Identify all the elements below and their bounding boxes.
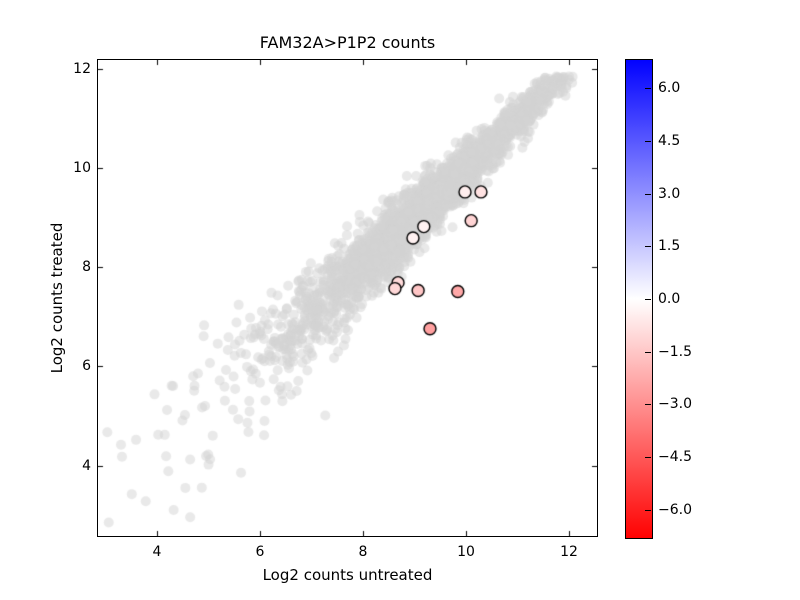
colorbar-tick-label: 4.5 bbox=[658, 133, 681, 149]
y-axis-label: Log2 counts treated bbox=[48, 222, 66, 374]
colorbar-tick-label: 3.0 bbox=[658, 186, 681, 202]
colorbar-tick-mark bbox=[645, 510, 651, 511]
colorbar-tick-label: 6.0 bbox=[658, 80, 681, 96]
y-tick-label: 12 bbox=[73, 60, 91, 77]
y-tick-label: 10 bbox=[73, 160, 91, 177]
x-axis-label: Log2 counts untreated bbox=[262, 566, 433, 584]
y-tick-label: 4 bbox=[82, 457, 91, 474]
colorbar-tick-mark bbox=[645, 352, 651, 353]
colorbar-tick-label: 1.5 bbox=[658, 238, 681, 254]
colorbar-tick-label: −6.0 bbox=[658, 502, 692, 518]
colorbar-tick-label: −1.5 bbox=[658, 344, 692, 360]
colorbar-tick-mark bbox=[645, 299, 651, 300]
colorbar-tick-mark bbox=[645, 141, 651, 142]
x-tick-label: 4 bbox=[152, 544, 162, 560]
colorbar-tick-label: 0.0 bbox=[658, 291, 681, 307]
x-tick-label: 12 bbox=[560, 544, 578, 560]
y-tick-label: 8 bbox=[82, 259, 91, 276]
colorbar-tick-mark bbox=[645, 194, 651, 195]
scatter-canvas bbox=[98, 60, 597, 536]
colorbar-tick-mark bbox=[645, 88, 651, 89]
x-tick-label: 8 bbox=[358, 544, 368, 560]
y-tick-label: 6 bbox=[82, 358, 91, 375]
colorbar-tick-label: −3.0 bbox=[658, 396, 692, 412]
x-tick-label: 6 bbox=[255, 544, 265, 560]
colorbar-tick-mark bbox=[645, 457, 651, 458]
colorbar-tick-label: −4.5 bbox=[658, 449, 692, 465]
plot-area bbox=[97, 59, 598, 537]
colorbar-tick-mark bbox=[645, 404, 651, 405]
chart-title: FAM32A>P1P2 counts bbox=[259, 33, 436, 52]
x-tick-label: 10 bbox=[457, 544, 475, 560]
colorbar-tick-mark bbox=[645, 246, 651, 247]
